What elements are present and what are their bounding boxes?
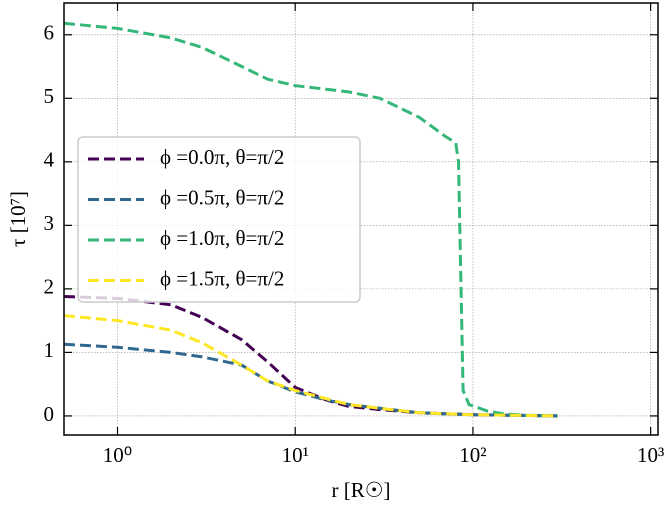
legend-label: ϕ =1.5π, θ=π/2 xyxy=(160,266,284,290)
y-tick-label: 3 xyxy=(44,211,55,235)
legend-label: ϕ =0.0π, θ=π/2 xyxy=(160,145,284,169)
legend-label: ϕ =1.0π, θ=π/2 xyxy=(160,226,284,250)
plot-frame xyxy=(63,2,659,436)
y-axis-label: τ [10⁷] xyxy=(6,191,30,247)
y-tick-label: 1 xyxy=(44,338,55,362)
x-tick-label: 10³ xyxy=(637,443,664,467)
legend-box xyxy=(77,136,361,303)
y-tick-label: 4 xyxy=(44,148,55,172)
data-line xyxy=(63,21,558,418)
legend-label: ϕ =0.5π, θ=π/2 xyxy=(160,185,284,209)
x-tick-label: 10⁰ xyxy=(103,443,132,467)
x-tick-label: 10² xyxy=(459,443,486,467)
y-tick-label: 2 xyxy=(44,275,55,299)
data-line xyxy=(63,314,558,418)
data-line xyxy=(63,342,558,418)
y-tick-label: 6 xyxy=(44,21,55,45)
x-axis-label: r [R☉] xyxy=(331,478,390,502)
y-tick-label: 5 xyxy=(44,84,55,108)
data-line xyxy=(63,295,558,418)
y-tick-label: 0 xyxy=(44,402,55,426)
x-tick-label: 10¹ xyxy=(282,443,309,467)
